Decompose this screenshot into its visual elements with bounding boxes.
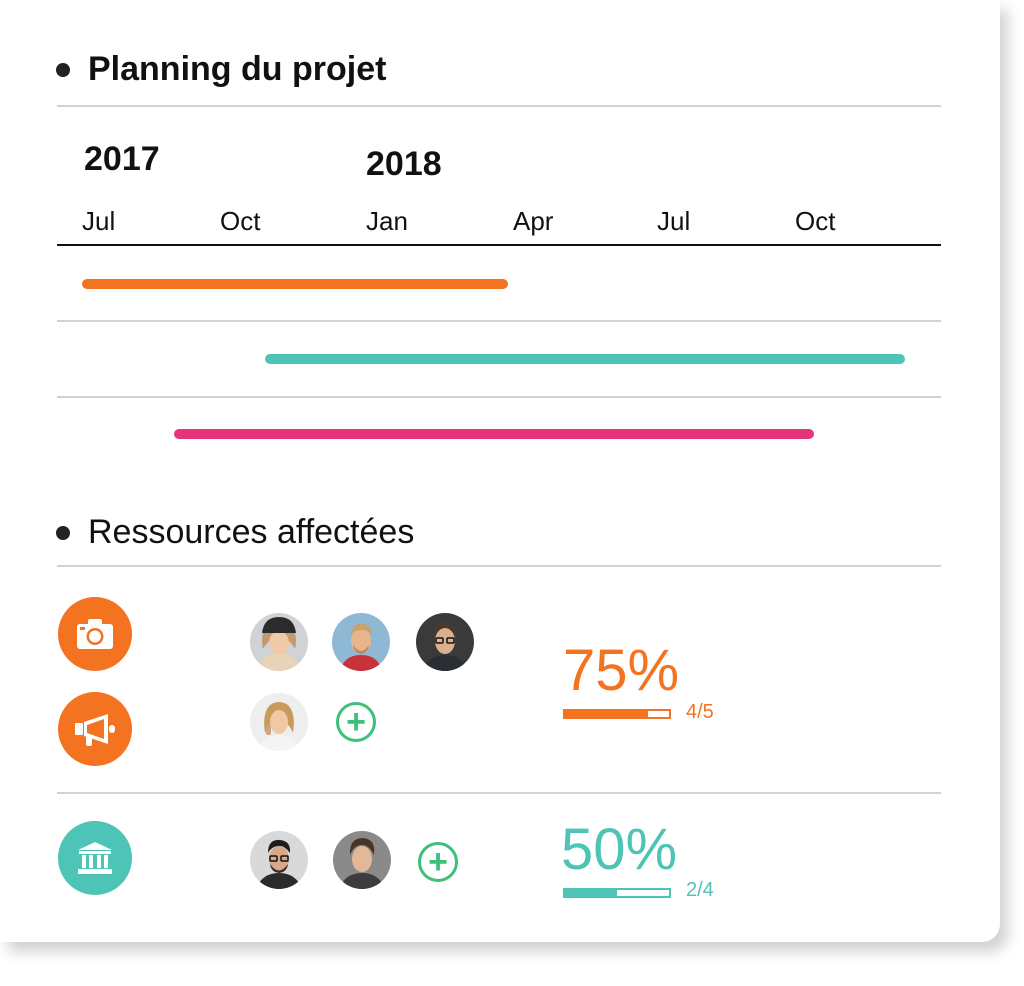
avatar[interactable]	[250, 693, 308, 751]
bullet-icon	[56, 62, 70, 77]
allocation-percent: 50%	[561, 817, 678, 882]
planning-divider	[57, 105, 941, 107]
month-label: Apr	[513, 206, 554, 236]
task-bar[interactable]	[82, 279, 508, 289]
resources-divider	[57, 565, 941, 567]
add-resource-button[interactable]: +	[336, 702, 376, 742]
allocation-percent: 75%	[563, 638, 680, 703]
planning-title-text: Planning du projet	[88, 50, 387, 88]
bank-icon[interactable]	[58, 821, 132, 895]
avatar[interactable]	[250, 831, 308, 889]
year-label-2017: 2017	[84, 140, 160, 178]
month-label: Jul	[82, 206, 116, 236]
task-row-divider	[57, 396, 941, 398]
planning-title: Planning du projet	[56, 50, 386, 89]
plus-icon: +	[346, 703, 366, 741]
allocation-progress-fill	[565, 711, 649, 717]
month-label: Oct	[795, 206, 836, 236]
year-label-2018: 2018	[366, 145, 442, 183]
month-label: Jan	[366, 206, 408, 236]
allocation-count: 2/4	[686, 879, 714, 901]
avatar[interactable]	[416, 613, 474, 671]
resources-title: Ressources affectées	[56, 513, 414, 552]
task-row-divider	[57, 320, 941, 322]
task-bar[interactable]	[174, 429, 814, 439]
resources-title-text: Ressources affectées	[88, 513, 415, 551]
allocation-progress-bar	[563, 888, 671, 898]
month-label: Jul	[657, 206, 691, 236]
avatar[interactable]	[250, 613, 308, 671]
camera-icon[interactable]	[58, 597, 132, 671]
month-label: Oct	[220, 206, 261, 236]
avatar[interactable]	[332, 613, 390, 671]
timeline-axis	[57, 244, 941, 246]
allocation-progress-fill	[565, 890, 617, 896]
project-card: Planning du projet 2017 2018 Jul Oct Jan…	[56, 50, 941, 901]
allocation-progress-bar	[563, 709, 671, 719]
plus-icon: +	[428, 843, 448, 881]
task-bar[interactable]	[265, 354, 905, 364]
bullet-icon	[56, 525, 70, 540]
megaphone-icon[interactable]	[58, 692, 132, 766]
avatar[interactable]	[333, 831, 391, 889]
allocation-count: 4/5	[686, 701, 714, 723]
group-divider	[57, 792, 941, 794]
add-resource-button[interactable]: +	[418, 842, 458, 882]
